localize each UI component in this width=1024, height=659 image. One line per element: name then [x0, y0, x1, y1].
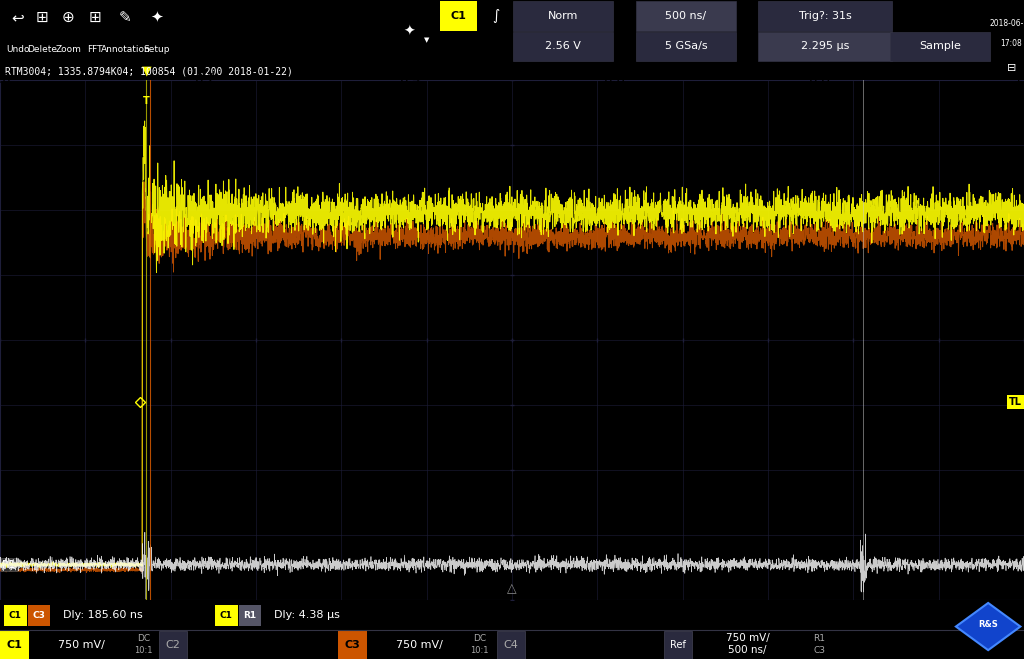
FancyBboxPatch shape — [159, 631, 187, 659]
FancyBboxPatch shape — [0, 631, 29, 659]
Text: ↩: ↩ — [11, 10, 24, 25]
FancyBboxPatch shape — [890, 32, 990, 61]
Text: C3: C3 — [344, 640, 360, 650]
Text: 500 ns/: 500 ns/ — [666, 11, 707, 21]
Text: T: T — [143, 96, 150, 105]
Text: Sample: Sample — [919, 41, 961, 51]
Text: ✎: ✎ — [119, 10, 132, 25]
Text: 17:08: 17:08 — [1000, 40, 1022, 49]
Text: C1: C1 — [220, 611, 232, 620]
Text: Trig?: 31s: Trig?: 31s — [799, 11, 852, 21]
FancyBboxPatch shape — [239, 605, 261, 626]
FancyBboxPatch shape — [338, 631, 367, 659]
Text: ▼: ▼ — [141, 65, 152, 77]
Text: Undo: Undo — [6, 45, 30, 55]
FancyBboxPatch shape — [664, 631, 692, 659]
Text: C1: C1 — [451, 11, 466, 21]
Text: ⊞: ⊞ — [36, 10, 48, 25]
Text: R&S: R&S — [978, 620, 998, 629]
FancyBboxPatch shape — [513, 1, 613, 31]
Text: ⊞: ⊞ — [88, 10, 101, 25]
FancyBboxPatch shape — [636, 32, 736, 61]
FancyBboxPatch shape — [759, 1, 892, 31]
Text: 750 mV/: 750 mV/ — [396, 640, 443, 650]
Text: 750 mV/: 750 mV/ — [58, 640, 105, 650]
Text: ▼: ▼ — [424, 38, 430, 43]
Text: C1: C1 — [9, 611, 22, 620]
Text: 2.295 µs: 2.295 µs — [801, 41, 850, 51]
FancyBboxPatch shape — [497, 631, 525, 659]
Text: Dly: 4.38 µs: Dly: 4.38 µs — [274, 610, 340, 620]
Text: C3: C3 — [813, 646, 825, 655]
Text: 5 GSa/s: 5 GSa/s — [665, 41, 708, 51]
FancyBboxPatch shape — [440, 1, 476, 31]
Text: TL: TL — [1009, 397, 1022, 407]
Text: Annotation: Annotation — [100, 45, 151, 55]
FancyBboxPatch shape — [759, 32, 892, 61]
Text: DC: DC — [473, 635, 485, 643]
FancyBboxPatch shape — [215, 605, 238, 626]
Text: R1: R1 — [2, 559, 15, 569]
Text: 750 mV/: 750 mV/ — [726, 633, 769, 643]
Text: R1: R1 — [813, 635, 825, 643]
Text: C4: C4 — [504, 640, 518, 650]
Text: 2018-06-12: 2018-06-12 — [989, 20, 1024, 28]
Text: Setup: Setup — [143, 45, 170, 55]
Text: ✦: ✦ — [150, 10, 163, 25]
FancyBboxPatch shape — [513, 32, 613, 61]
Text: ⊟: ⊟ — [1007, 63, 1016, 73]
FancyBboxPatch shape — [636, 1, 736, 31]
Text: △: △ — [507, 582, 517, 595]
Text: 10:1: 10:1 — [134, 646, 153, 655]
Text: R1: R1 — [244, 611, 256, 620]
Text: Ref: Ref — [670, 640, 686, 650]
Text: Dly: 185.60 ns: Dly: 185.60 ns — [63, 610, 143, 620]
Text: FFT: FFT — [87, 45, 102, 55]
Text: 2.56 V: 2.56 V — [545, 41, 581, 51]
Text: ∫: ∫ — [493, 9, 500, 23]
Text: C2: C2 — [166, 640, 180, 650]
Text: 10:1: 10:1 — [470, 646, 488, 655]
FancyBboxPatch shape — [4, 605, 27, 626]
Text: ⊕: ⊕ — [61, 10, 75, 25]
Text: RTM3004; 1335.8794K04; 100854 (01.200 2018-01-22): RTM3004; 1335.8794K04; 100854 (01.200 20… — [5, 66, 293, 76]
Polygon shape — [956, 603, 1020, 650]
Text: ✦: ✦ — [403, 24, 416, 38]
Text: Delete: Delete — [27, 45, 56, 55]
Text: 500 ns/: 500 ns/ — [728, 645, 767, 655]
Text: Norm: Norm — [548, 11, 579, 21]
Text: C3: C3 — [33, 611, 45, 620]
Text: C1: C1 — [6, 640, 23, 650]
FancyBboxPatch shape — [28, 605, 50, 626]
Text: DC: DC — [137, 635, 150, 643]
Text: Zoom: Zoom — [55, 45, 81, 55]
